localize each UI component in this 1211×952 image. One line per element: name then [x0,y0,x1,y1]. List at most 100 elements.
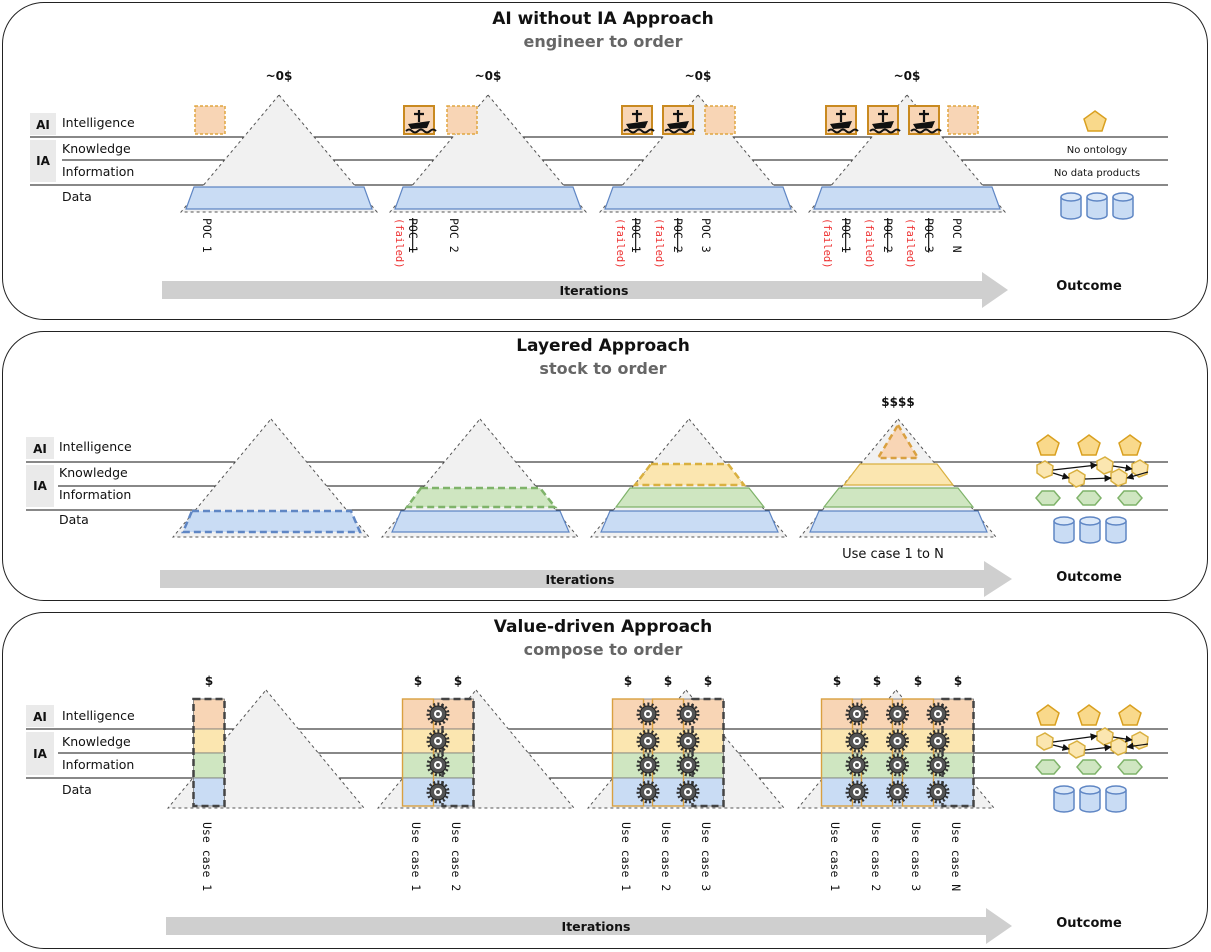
no-data-products-note: No data products [1054,168,1140,179]
database-icon [1079,785,1101,813]
knowledge-graph-icon [1036,727,1149,759]
use-case-column [860,698,894,807]
information-label: Information [59,487,131,502]
pyramid-1 [179,94,379,213]
database-icon [1053,516,1075,544]
panel2-title: Layered Approach [516,336,690,356]
use-case-label: Use case 3 [909,822,923,891]
intelligence-label: Intelligence [62,115,135,130]
ai-label-box [30,113,56,135]
panel2-subtitle: stock to order [539,359,666,378]
ai-label: AI [36,118,50,132]
layered-pyramid-3 [589,418,789,538]
information-label: Information [62,757,134,772]
empty-intelligence-box [704,105,736,135]
information-label: Information [62,164,134,179]
ia-label: IA [36,154,50,168]
use-case-label: Use case 1 [409,822,423,891]
cost-label: $ [454,674,462,688]
layer-block [612,698,724,730]
knowledge-label: Knowledge [59,465,128,480]
pentagon-icon [1083,110,1107,132]
use-case-label: Use case 2 [449,822,463,891]
database-icon [1060,192,1082,220]
ai-label-box [26,705,54,727]
hexagon-icon [1117,490,1143,506]
layer-block [612,728,724,754]
cost-label: ~0$ [894,69,921,83]
intelligence-label: Intelligence [62,708,135,723]
database-icon [1053,785,1075,813]
iterations-arrow [162,272,1008,308]
database-icon [1079,516,1101,544]
layer-block [612,777,724,807]
outcome-label: Outcome [1056,916,1122,931]
use-case-column [941,697,975,808]
failed-label: (failed) [821,218,833,269]
use-case-column [441,697,475,808]
panel-ai-without-ia [2,2,1208,320]
pentagon-icon [1036,434,1060,456]
cost-label: $ [833,674,841,688]
use-case-label: Use case N [949,822,963,891]
cost-label: $ [704,674,712,688]
poc-label: POC 3 [699,218,713,253]
outcome-label: Outcome [1056,570,1122,585]
cost-label: $ [914,674,922,688]
sinking-ship-icon [620,104,656,136]
pentagon-icon [1118,434,1142,456]
sinking-ship-icon [907,104,943,136]
panel3-title: Value-driven Approach [494,617,712,637]
ia-label-box [30,140,56,182]
database-icon [1105,516,1127,544]
layer-block [612,752,724,779]
use-case-label: Use case 2 [869,822,883,891]
poc-label: POC 2 [447,218,461,253]
layer-block [193,728,225,754]
cost-label: $ [873,674,881,688]
panel1-subtitle: engineer to order [523,32,682,51]
pentagon-icon [1036,704,1060,726]
hexagon-icon [1117,759,1143,775]
cost-label: ~0$ [685,69,712,83]
empty-intelligence-box [194,105,226,135]
use-case-column [901,698,935,807]
cost-label: ~0$ [266,69,293,83]
knowledge-graph-icon [1036,456,1149,488]
pyramid-3 [598,94,798,213]
use-case-label: Use case 1 [619,822,633,891]
use-case-column [820,698,854,807]
iterations-arrow [166,908,1012,944]
use-case-column [611,698,645,807]
panel3-subtitle: compose to order [524,640,683,659]
intelligence-label: Intelligence [59,439,132,454]
outcome-label: Outcome [1056,279,1122,294]
data-label: Data [59,512,89,527]
layer-block [193,777,225,807]
use-case-label: Use case 1 [828,822,842,891]
ai-label: AI [33,442,47,456]
sinking-ship-icon [824,104,860,136]
layered-pyramid-4 [798,418,998,538]
hexagon-icon [1035,759,1061,775]
use-case-label: Use case 2 [659,822,673,891]
cost-label: $ [664,674,672,688]
failed-label: (failed) [863,218,875,269]
hexagon-icon [1035,490,1061,506]
poc-label: POC 1 [200,218,214,253]
database-icon [1086,192,1108,220]
sinking-ship-icon [661,104,697,136]
cost-label: $$$$ [881,395,914,409]
iterations-label: Iterations [560,283,629,298]
sinking-ship-icon [866,104,902,136]
poc-label: POC N [950,218,964,253]
data-label: Data [62,189,92,204]
panel1-title: AI without IA Approach [492,9,714,29]
empty-intelligence-box [947,105,979,135]
use-case-label: Use case 1 [200,822,214,891]
knowledge-label: Knowledge [62,141,131,156]
iterations-label: Iterations [562,919,631,934]
ia-label: IA [33,479,47,493]
failed-label: (failed) [393,218,405,269]
